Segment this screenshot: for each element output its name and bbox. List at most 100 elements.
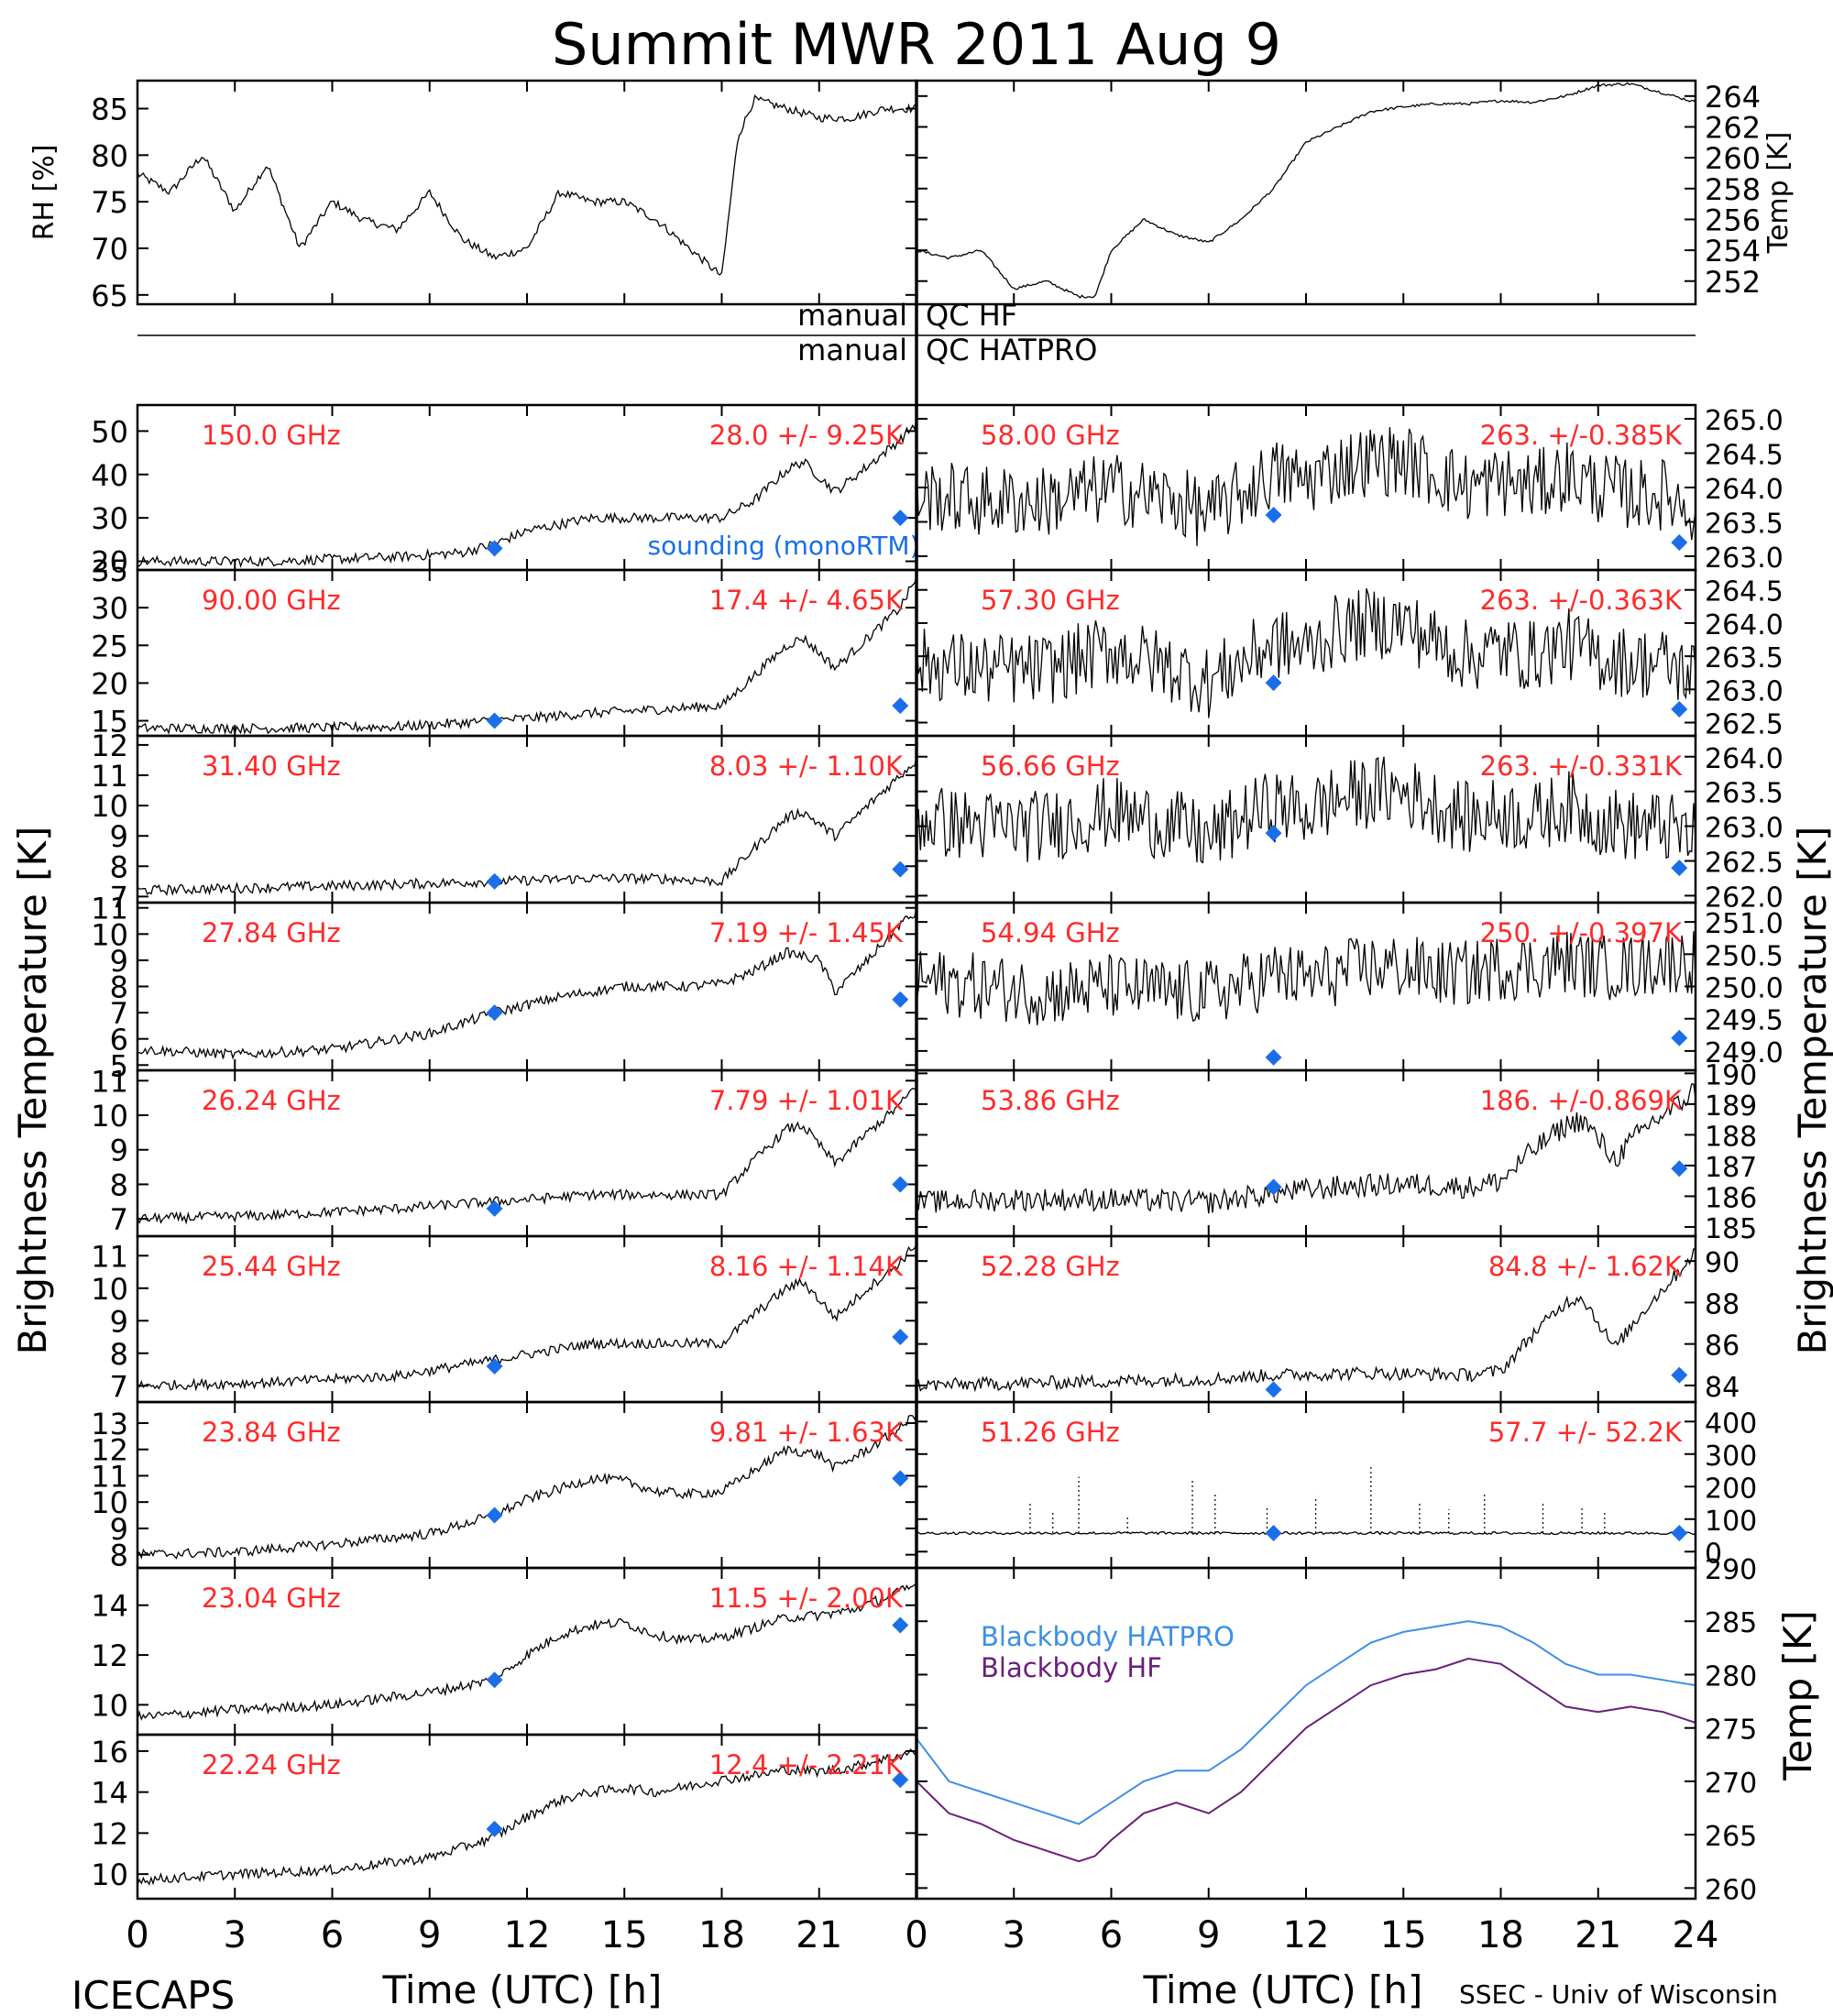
series-line-tb31 (137, 755, 917, 896)
ytick-label: 9 (110, 1134, 128, 1168)
ytick-label: 250.5 (1705, 940, 1784, 972)
ytick-label: 264 (1705, 80, 1761, 115)
ytick-label: 263.5 (1705, 778, 1784, 810)
frequency-label: 31.40 GHz (202, 751, 341, 782)
stat-label: 263. +/-0.385K (1480, 420, 1683, 451)
ytick-label: 12 (91, 1433, 128, 1468)
ytick-label: 16 (91, 1735, 128, 1769)
ytick-label: 7 (110, 880, 128, 915)
frequency-label: 53.86 GHz (981, 1085, 1120, 1116)
sounding-marker (892, 1176, 909, 1193)
ytick-label: 10 (91, 1688, 128, 1723)
qc-hatpro-label: QC HATPRO (926, 333, 1097, 367)
sounding-marker (486, 1820, 503, 1837)
chart-title: Summit MWR 2011 Aug 9 (552, 11, 1281, 78)
sounding-marker (892, 1616, 909, 1634)
frequency-label: 23.84 GHz (202, 1417, 341, 1448)
ytick-label: 8 (110, 1539, 128, 1573)
ytick-label: 256 (1705, 203, 1761, 237)
panel-tb150: 20 30 40 50 150.0 GHz 28.0 +/- 9.25K sounding … (91, 403, 920, 580)
sounding-marker (1671, 1366, 1688, 1384)
ytick-label: 100 (1705, 1506, 1757, 1538)
sounding-marker (1671, 1029, 1688, 1046)
ytick-label: 25 (91, 629, 128, 663)
xtick-label: 18 (1477, 1914, 1524, 1956)
ytick-label: 0 (1705, 1538, 1722, 1570)
frequency-label: 90.00 GHz (202, 585, 341, 616)
frequency-label: 25.44 GHz (202, 1251, 341, 1282)
ytick-label: 10 (91, 917, 128, 952)
sounding-marker (486, 1671, 503, 1689)
stat-label: 250. +/-0.397K (1480, 917, 1683, 948)
series-line-tb22 (137, 1748, 917, 1886)
sounding-marker (1265, 1381, 1282, 1398)
ytick-label: 262.0 (1705, 882, 1784, 914)
stat-label: 84.8 +/- 1.62K (1488, 1251, 1683, 1282)
ytick-label: 264.5 (1705, 440, 1784, 472)
xtick-label: 12 (504, 1914, 551, 1956)
ytick-label: 258 (1705, 172, 1761, 207)
ytick-label: 262.5 (1705, 848, 1784, 880)
ytick-label: 264.0 (1705, 474, 1784, 506)
sounding-marker (892, 991, 909, 1008)
qc-manual-bottom: manual (797, 333, 907, 367)
frequency-label: 27.84 GHz (202, 917, 341, 948)
xtick-label: 15 (601, 1914, 648, 1956)
ytick-label: 5 (110, 1048, 128, 1083)
sounding-marker (486, 1004, 503, 1022)
ytick-label: 189 (1705, 1090, 1757, 1123)
series-line-tb25 (137, 1243, 917, 1392)
ytick-label: 263.5 (1705, 642, 1784, 674)
ytick-label: 275 (1705, 1715, 1757, 1747)
ytick-label: 263.0 (1705, 542, 1784, 575)
sounding-marker (1671, 1160, 1688, 1178)
ytick-label: 7 (110, 996, 128, 1031)
series-line-tb56 (916, 756, 1696, 864)
ytick-label: 20 (91, 666, 128, 701)
ytick-label: 11 (91, 1064, 128, 1099)
ytick-label: 260 (1705, 1874, 1757, 1906)
series-line-tb23_84 (137, 1414, 917, 1560)
sounding-marker (1671, 1525, 1688, 1542)
ytick-label: 84 (1705, 1372, 1740, 1404)
sounding-marker (486, 1200, 503, 1217)
stat-label: 186. +/-0.869K (1480, 1085, 1683, 1116)
ytick-label: 11 (91, 1239, 128, 1274)
ytick-label: 265.0 (1705, 405, 1784, 437)
ytick-label: 185 (1705, 1213, 1757, 1245)
ytick-label: 30 (91, 501, 128, 536)
legend-entry: Blackbody HF (981, 1652, 1162, 1683)
series-line-tb53 (916, 1083, 1696, 1214)
ytick-label: 249.5 (1705, 1005, 1784, 1037)
sounding-marker (1265, 674, 1282, 692)
ytick-label: 9 (110, 1304, 128, 1339)
ytick-label: 200 (1705, 1473, 1757, 1505)
stat-label: 263. +/-0.331K (1480, 751, 1683, 782)
frequency-label: 58.00 GHz (981, 420, 1120, 451)
frequency-label: 54.94 GHz (981, 917, 1120, 948)
ytick-label: 14 (91, 1589, 128, 1624)
sounding-marker (486, 872, 503, 890)
ytick-label: 285 (1705, 1607, 1757, 1639)
ytick-label: 50 (91, 414, 128, 449)
x-axis-label-right: Time (UTC) [h] (1143, 1967, 1423, 2012)
frequency-label: 150.0 GHz (202, 420, 341, 451)
series-line-tb26 (137, 1087, 917, 1225)
xtick-label: 3 (224, 1914, 247, 1956)
ytick-label: 264.0 (1705, 743, 1784, 775)
ytick-label: 13 (91, 1407, 128, 1441)
ylabel-rh: RH [%] (28, 145, 60, 241)
ytick-label: 7 (110, 1202, 128, 1237)
sounding-marker (892, 1329, 909, 1346)
series-line-blackbody-1 (916, 1657, 1696, 1863)
series-line-tb58 (916, 427, 1696, 546)
xtick-label: 12 (1283, 1914, 1330, 1956)
stat-label: 8.03 +/- 1.10K (709, 751, 904, 782)
ytick-label: 188 (1705, 1121, 1757, 1153)
sounding-marker (892, 697, 909, 715)
series-line-tb52 (916, 1248, 1696, 1393)
